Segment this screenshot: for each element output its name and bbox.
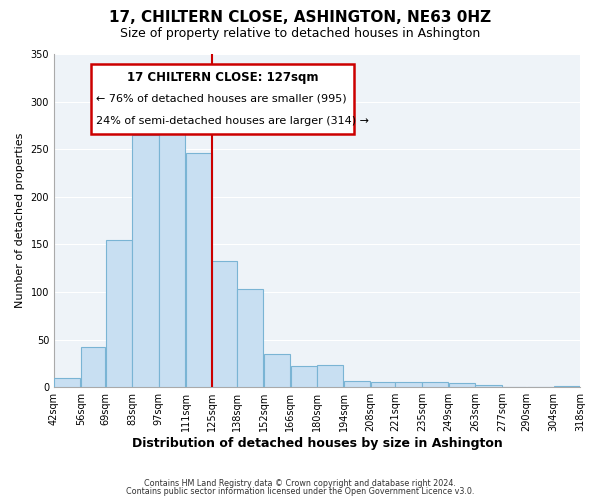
FancyBboxPatch shape bbox=[91, 64, 354, 134]
Text: Size of property relative to detached houses in Ashington: Size of property relative to detached ho… bbox=[120, 28, 480, 40]
Bar bbox=[344, 382, 370, 387]
Bar bbox=[290, 366, 317, 387]
Bar bbox=[395, 382, 422, 387]
Bar bbox=[317, 365, 343, 387]
Bar bbox=[186, 153, 212, 387]
Text: ← 76% of detached houses are smaller (995): ← 76% of detached houses are smaller (99… bbox=[96, 94, 347, 104]
Bar bbox=[264, 354, 290, 387]
Text: Contains HM Land Registry data © Crown copyright and database right 2024.: Contains HM Land Registry data © Crown c… bbox=[144, 478, 456, 488]
Bar bbox=[422, 382, 448, 387]
Bar bbox=[237, 289, 263, 387]
Text: 17 CHILTERN CLOSE: 127sqm: 17 CHILTERN CLOSE: 127sqm bbox=[127, 70, 318, 84]
Bar bbox=[159, 132, 185, 387]
Bar bbox=[55, 378, 80, 387]
Text: Contains public sector information licensed under the Open Government Licence v3: Contains public sector information licen… bbox=[126, 487, 474, 496]
Bar bbox=[212, 260, 236, 387]
Bar bbox=[81, 347, 105, 387]
X-axis label: Distribution of detached houses by size in Ashington: Distribution of detached houses by size … bbox=[131, 437, 502, 450]
Text: 17, CHILTERN CLOSE, ASHINGTON, NE63 0HZ: 17, CHILTERN CLOSE, ASHINGTON, NE63 0HZ bbox=[109, 10, 491, 25]
Text: 24% of semi-detached houses are larger (314) →: 24% of semi-detached houses are larger (… bbox=[96, 116, 369, 126]
Bar bbox=[554, 386, 580, 387]
Bar bbox=[475, 385, 502, 387]
Bar bbox=[133, 135, 158, 387]
Bar bbox=[371, 382, 395, 387]
Bar bbox=[449, 384, 475, 387]
Y-axis label: Number of detached properties: Number of detached properties bbox=[15, 133, 25, 308]
Bar bbox=[106, 240, 132, 387]
